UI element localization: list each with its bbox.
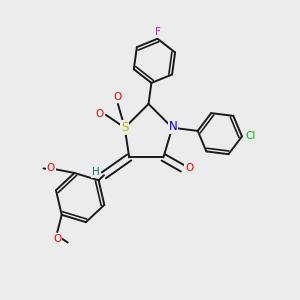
Text: O: O bbox=[95, 109, 104, 119]
Text: H: H bbox=[92, 167, 100, 177]
Text: O: O bbox=[113, 92, 122, 102]
Text: Cl: Cl bbox=[246, 131, 256, 141]
Text: O: O bbox=[185, 164, 194, 173]
Text: O: O bbox=[53, 234, 61, 244]
Text: F: F bbox=[154, 27, 160, 37]
Text: S: S bbox=[121, 121, 128, 134]
Text: N: N bbox=[169, 120, 177, 133]
Text: O: O bbox=[46, 163, 55, 173]
